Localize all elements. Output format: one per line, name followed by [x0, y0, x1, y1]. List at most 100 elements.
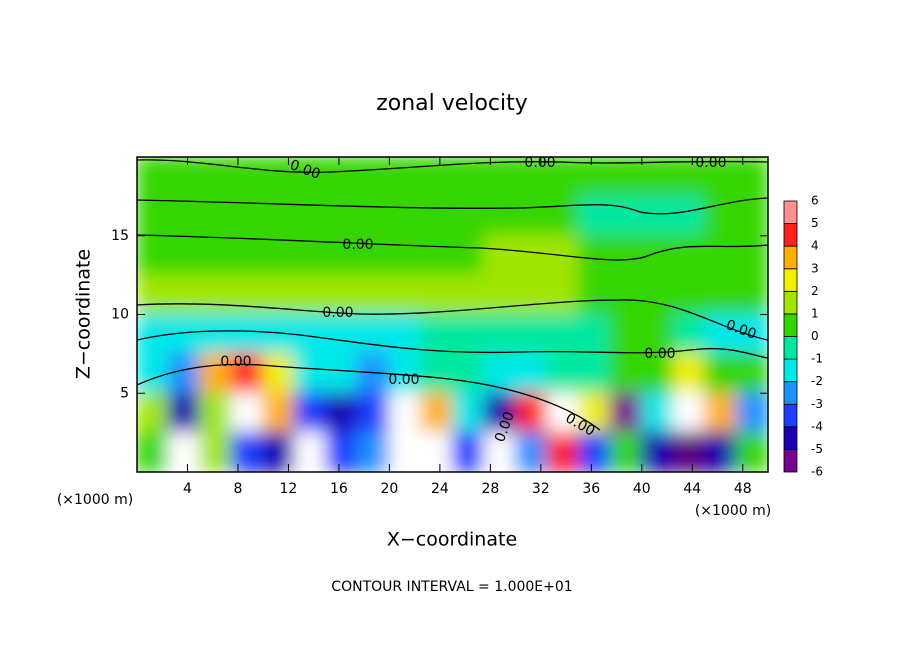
cell	[735, 352, 768, 395]
cell	[325, 431, 359, 472]
cell	[293, 431, 328, 472]
cell	[419, 352, 454, 395]
cell	[356, 157, 391, 198]
x-tick-label: 28	[481, 481, 499, 497]
cell	[703, 352, 738, 395]
x-tick-label: 16	[330, 481, 348, 497]
cell	[167, 274, 202, 316]
x-tick-label: 4	[183, 481, 192, 497]
cell	[137, 392, 170, 434]
cell	[609, 352, 643, 395]
cell	[262, 431, 296, 472]
cell	[356, 431, 391, 472]
cell	[483, 234, 517, 277]
cell	[419, 157, 454, 198]
x-axis-label: X−coordinate	[387, 529, 517, 551]
colorbar-segment	[783, 381, 798, 405]
cell	[514, 274, 549, 316]
cell	[640, 352, 675, 395]
cell	[483, 392, 517, 434]
cell	[640, 157, 675, 198]
cell	[199, 352, 233, 395]
colorbar-label: 1	[811, 306, 819, 320]
footer: CONTOUR INTERVAL = 1.000E+01	[331, 579, 572, 595]
colorbar-segment	[783, 313, 798, 337]
cell	[640, 195, 675, 237]
colorbar-label: -5	[811, 442, 823, 456]
cell	[137, 352, 170, 395]
x-tick-label: 8	[233, 481, 242, 497]
cell	[230, 313, 265, 355]
x-tick-label: 36	[582, 481, 600, 497]
cell	[325, 352, 359, 395]
colorbar-label: -6	[811, 465, 823, 479]
cell	[451, 313, 486, 355]
cell	[609, 313, 643, 355]
cell	[514, 431, 549, 472]
colorbar-segment	[783, 290, 798, 315]
cell	[483, 195, 517, 237]
cell	[546, 352, 580, 395]
cell	[230, 157, 265, 198]
cell	[356, 274, 391, 316]
cell	[703, 274, 738, 316]
cell	[230, 431, 265, 472]
cell	[609, 157, 643, 198]
colorbar-label: -1	[811, 352, 823, 366]
x-tick-label: 40	[633, 481, 651, 497]
contour-label: 0.00	[644, 346, 675, 362]
cell	[419, 392, 454, 434]
cell	[483, 274, 517, 316]
x-tick-label: 24	[431, 481, 449, 497]
cell	[609, 431, 643, 472]
cell	[419, 195, 454, 237]
x-tick-label: 32	[532, 481, 550, 497]
cell	[577, 431, 612, 472]
cell	[672, 313, 706, 355]
contour-line	[137, 299, 768, 341]
colorbar-segment	[783, 449, 798, 473]
cell	[514, 157, 549, 198]
cell	[356, 392, 391, 434]
cell	[514, 195, 549, 237]
x-unit: (×1000 m)	[695, 503, 771, 519]
cell	[262, 195, 296, 237]
cell	[640, 431, 675, 472]
colorbar-segment	[783, 268, 798, 292]
cell	[419, 234, 454, 277]
cell	[388, 234, 422, 277]
cell	[546, 274, 580, 316]
cell	[703, 431, 738, 472]
cell	[137, 274, 170, 316]
cell	[483, 431, 517, 472]
cell	[325, 157, 359, 198]
cell	[514, 234, 549, 277]
cell	[230, 352, 265, 395]
cell	[514, 313, 549, 355]
colorbar-segment	[783, 223, 798, 247]
cell	[672, 157, 706, 198]
cell	[609, 274, 643, 316]
cell	[451, 431, 486, 472]
y-tick-label: 10	[111, 307, 129, 323]
contour-label: 0.00	[388, 372, 419, 388]
cell	[640, 234, 675, 277]
cells	[137, 157, 768, 472]
cell	[167, 157, 202, 198]
cell	[577, 195, 612, 237]
cell	[672, 234, 706, 277]
cell	[577, 352, 612, 395]
cell	[388, 431, 422, 472]
cell	[230, 392, 265, 434]
colorbar-segment	[783, 200, 798, 224]
cell	[199, 157, 233, 198]
y-axis-label: Z−coordinate	[73, 249, 95, 379]
cell	[451, 195, 486, 237]
cell	[167, 234, 202, 277]
cell	[546, 157, 580, 198]
cell	[230, 274, 265, 316]
contour-line	[137, 363, 601, 431]
contour-line	[137, 330, 768, 359]
cell	[703, 234, 738, 277]
cell	[640, 274, 675, 316]
